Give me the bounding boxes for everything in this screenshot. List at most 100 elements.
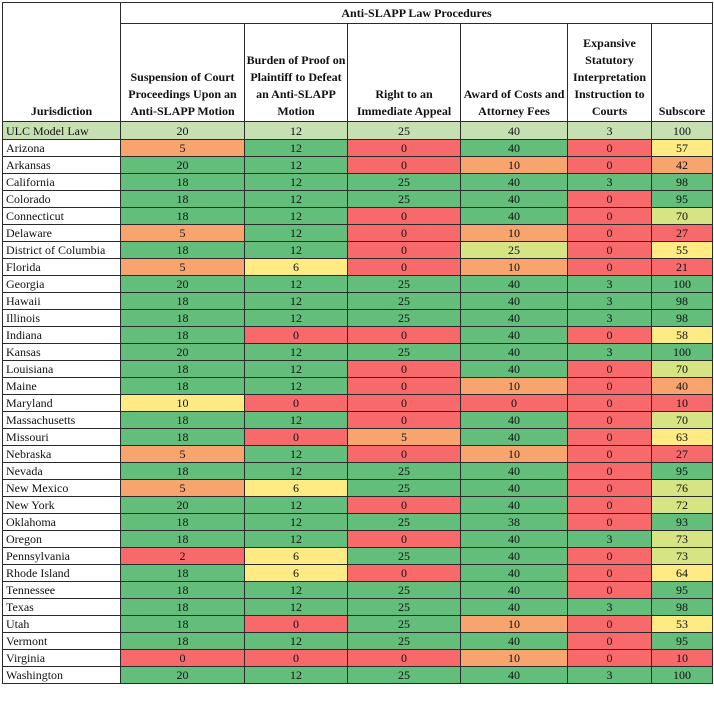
jurisdiction-cell: Florida — [2, 258, 121, 276]
subscore-cell: 70 — [650, 411, 714, 429]
subscore-cell: 53 — [650, 615, 714, 633]
suspension-cell: 18 — [120, 190, 245, 208]
costs-cell: 40 — [460, 207, 568, 225]
costs-cell: 10 — [460, 615, 568, 633]
subscore-cell: 100 — [650, 121, 714, 140]
suspension-cell: 20 — [120, 156, 245, 174]
table-row: Arizona 5 12 0 40 0 57 — [2, 139, 714, 157]
burden-cell: 12 — [244, 496, 348, 514]
burden-cell: 6 — [244, 258, 348, 276]
suspension-cell: 18 — [120, 411, 245, 429]
expansive-cell: 0 — [567, 394, 652, 412]
burden-cell: 12 — [244, 309, 348, 327]
jurisdiction-cell: Tennessee — [2, 581, 121, 599]
table-row: Oklahoma 18 12 25 38 0 93 — [2, 513, 714, 531]
table-row: Florida 5 6 0 10 0 21 — [2, 258, 714, 276]
costs-cell: 40 — [460, 190, 568, 208]
jurisdiction-cell: Utah — [2, 615, 121, 633]
burden-cell: 0 — [244, 326, 348, 344]
jurisdiction-cell: Pennsylvania — [2, 547, 121, 565]
subscore-cell: 57 — [650, 139, 714, 157]
jurisdiction-cell: Rhode Island — [2, 564, 121, 582]
table-row: Utah 18 0 25 10 0 53 — [2, 615, 714, 633]
burden-cell: 6 — [244, 547, 348, 565]
expansive-cell: 3 — [567, 275, 652, 293]
burden-cell: 12 — [244, 156, 348, 174]
anti-slapp-table: Anti-SLAPP Law Procedures Jurisdiction S… — [2, 2, 714, 684]
table-row: Delaware 5 12 0 10 0 27 — [2, 224, 714, 242]
appeal-cell: 0 — [347, 496, 461, 514]
table-body: ULC Model Law 20 12 25 40 3 100 Arizona 5 12 0 40 0 5… — [2, 121, 714, 684]
expansive-cell: 3 — [567, 309, 652, 327]
burden-cell: 12 — [244, 190, 348, 208]
jurisdiction-cell: Texas — [2, 598, 121, 616]
jurisdiction-cell: ULC Model Law — [2, 121, 121, 140]
burden-cell: 12 — [244, 224, 348, 242]
group-header: Anti-SLAPP Law Procedures — [119, 2, 714, 24]
suspension-cell: 18 — [120, 326, 245, 344]
appeal-cell: 25 — [347, 479, 461, 497]
expansive-cell: 0 — [567, 445, 652, 463]
table-row: New York 20 12 0 40 0 72 — [2, 496, 714, 514]
suspension-cell: 18 — [120, 173, 245, 191]
subscore-cell: 95 — [650, 190, 714, 208]
costs-cell: 40 — [460, 428, 568, 446]
subscore-cell: 64 — [650, 564, 714, 582]
table-row: Connecticut 18 12 0 40 0 70 — [2, 207, 714, 225]
jurisdiction-cell: Kansas — [2, 343, 121, 361]
burden-cell: 12 — [244, 173, 348, 191]
burden-cell: 12 — [244, 343, 348, 361]
suspension-cell: 20 — [120, 343, 245, 361]
burden-cell: 6 — [244, 479, 348, 497]
appeal-cell: 0 — [347, 207, 461, 225]
expansive-cell: 0 — [567, 224, 652, 242]
subscore-cell: 42 — [650, 156, 714, 174]
appeal-cell: 25 — [347, 598, 461, 616]
suspension-cell: 18 — [120, 615, 245, 633]
table-row: Nebraska 5 12 0 10 0 27 — [2, 445, 714, 463]
jurisdiction-cell: Nevada — [2, 462, 121, 480]
subscore-cell: 21 — [650, 258, 714, 276]
suspension-cell: 18 — [120, 581, 245, 599]
costs-cell: 10 — [460, 224, 568, 242]
jurisdiction-cell: Vermont — [2, 632, 121, 650]
appeal-cell: 25 — [347, 547, 461, 565]
subscore-cell: 73 — [650, 547, 714, 565]
table-row: Vermont 18 12 25 40 0 95 — [2, 632, 714, 650]
burden-cell: 12 — [244, 377, 348, 395]
costs-cell: 40 — [460, 564, 568, 582]
costs-cell: 40 — [460, 139, 568, 157]
costs-cell: 40 — [460, 462, 568, 480]
burden-cell: 12 — [244, 445, 348, 463]
table-row: Texas 18 12 25 40 3 98 — [2, 598, 714, 616]
subscore-cell: 27 — [650, 224, 714, 242]
table-row: Maryland 10 0 0 0 0 10 — [2, 394, 714, 412]
appeal-cell: 0 — [347, 241, 461, 259]
appeal-cell: 0 — [347, 139, 461, 157]
burden-cell: 12 — [244, 241, 348, 259]
table-row: Arkansas 20 12 0 10 0 42 — [2, 156, 714, 174]
table-row: New Mexico 5 6 25 40 0 76 — [2, 479, 714, 497]
expansive-cell: 0 — [567, 190, 652, 208]
expansive-cell: 0 — [567, 479, 652, 497]
jurisdiction-cell: New Mexico — [2, 479, 121, 497]
table-row: Indiana 18 0 0 40 0 58 — [2, 326, 714, 344]
subscore-cell: 70 — [650, 360, 714, 378]
appeal-cell: 0 — [347, 445, 461, 463]
jurisdiction-cell: Arkansas — [2, 156, 121, 174]
jurisdiction-cell: New York — [2, 496, 121, 514]
costs-cell: 10 — [460, 377, 568, 395]
subscore-cell: 100 — [650, 275, 714, 293]
expansive-cell: 3 — [567, 121, 652, 140]
expansive-cell: 0 — [567, 564, 652, 582]
expansive-cell: 0 — [567, 207, 652, 225]
burden-cell: 12 — [244, 360, 348, 378]
jurisdiction-cell: Virginia — [2, 649, 121, 667]
suspension-cell: 20 — [120, 496, 245, 514]
burden-cell: 12 — [244, 411, 348, 429]
suspension-cell: 5 — [120, 224, 245, 242]
subscore-cell: 95 — [650, 632, 714, 650]
expansive-cell: 3 — [567, 292, 652, 310]
subscore-cell: 93 — [650, 513, 714, 531]
appeal-cell: 25 — [347, 632, 461, 650]
